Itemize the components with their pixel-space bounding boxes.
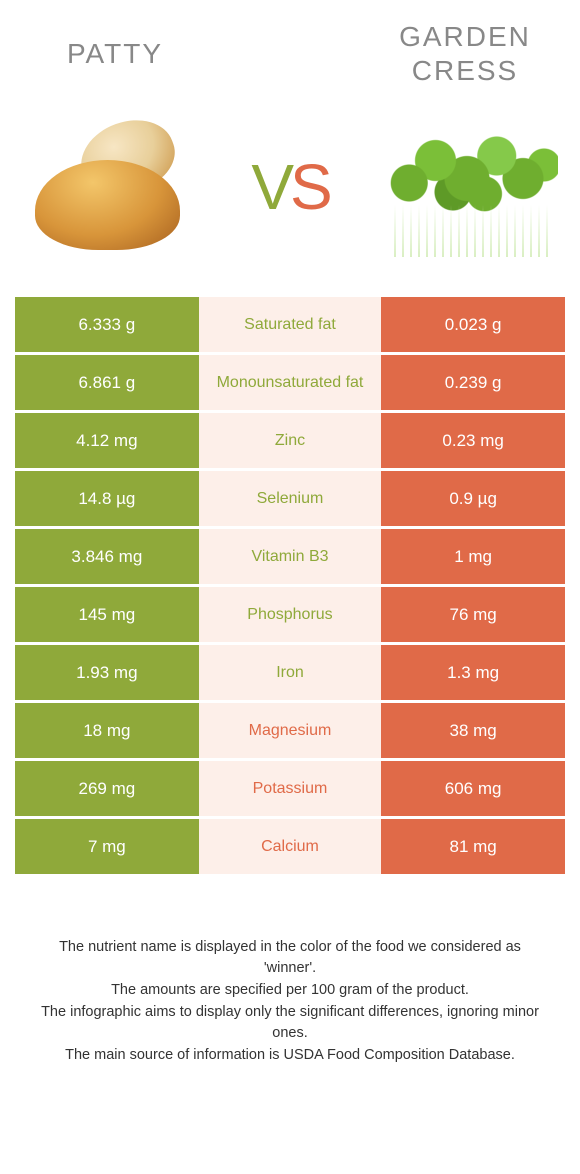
nutrient-label: Magnesium <box>199 703 382 758</box>
right-value: 606 mg <box>381 761 565 816</box>
left-value: 3.846 mg <box>15 529 199 584</box>
left-value: 4.12 mg <box>15 413 199 468</box>
nutrient-label: Monounsaturated fat <box>199 355 382 410</box>
footer-line: The infographic aims to display only the… <box>35 1002 545 1044</box>
nutrient-label: Vitamin B3 <box>199 529 382 584</box>
left-value: 18 mg <box>15 703 199 758</box>
footer-notes: The nutrient name is displayed in the co… <box>15 937 565 1066</box>
right-value: 0.023 g <box>381 297 565 352</box>
left-food-title: Patty <box>15 37 215 71</box>
right-value: 38 mg <box>381 703 565 758</box>
table-row: 14.8 µgSelenium0.9 µg <box>15 471 565 529</box>
right-food-image <box>380 107 560 267</box>
table-row: 1.93 mgIron1.3 mg <box>15 645 565 703</box>
left-value: 14.8 µg <box>15 471 199 526</box>
image-row: VS <box>15 97 565 277</box>
nutrient-label: Saturated fat <box>199 297 382 352</box>
left-value: 6.861 g <box>15 355 199 410</box>
table-row: 6.861 gMonounsaturated fat0.239 g <box>15 355 565 413</box>
nutrient-label: Selenium <box>199 471 382 526</box>
nutrient-table: 6.333 gSaturated fat0.023 g6.861 gMonoun… <box>15 297 565 877</box>
vs-label: VS <box>251 150 328 224</box>
table-row: 6.333 gSaturated fat0.023 g <box>15 297 565 355</box>
right-value: 81 mg <box>381 819 565 874</box>
left-value: 145 mg <box>15 587 199 642</box>
vs-s: S <box>290 151 329 223</box>
table-row: 7 mgCalcium81 mg <box>15 819 565 877</box>
infographic-container: Patty Garden cress VS 6.333 gSaturated f… <box>0 0 580 1066</box>
footer-line: The amounts are specified per 100 gram o… <box>35 980 545 1001</box>
right-value: 0.9 µg <box>381 471 565 526</box>
left-value: 7 mg <box>15 819 199 874</box>
right-value: 1 mg <box>381 529 565 584</box>
table-row: 3.846 mgVitamin B31 mg <box>15 529 565 587</box>
right-value: 1.3 mg <box>381 645 565 700</box>
right-value: 0.239 g <box>381 355 565 410</box>
table-row: 18 mgMagnesium38 mg <box>15 703 565 761</box>
left-value: 269 mg <box>15 761 199 816</box>
left-value: 1.93 mg <box>15 645 199 700</box>
table-row: 4.12 mgZinc0.23 mg <box>15 413 565 471</box>
nutrient-label: Phosphorus <box>199 587 382 642</box>
title-row: Patty Garden cress <box>15 20 565 87</box>
patty-icon <box>30 122 190 252</box>
right-value: 76 mg <box>381 587 565 642</box>
left-food-image <box>20 107 200 267</box>
nutrient-label: Iron <box>199 645 382 700</box>
nutrient-label: Calcium <box>199 819 382 874</box>
cress-icon <box>383 117 558 257</box>
footer-line: The nutrient name is displayed in the co… <box>35 937 545 979</box>
nutrient-label: Potassium <box>199 761 382 816</box>
left-value: 6.333 g <box>15 297 199 352</box>
vs-v: V <box>251 151 290 223</box>
footer-line: The main source of information is USDA F… <box>35 1045 545 1066</box>
nutrient-label: Zinc <box>199 413 382 468</box>
table-row: 269 mgPotassium606 mg <box>15 761 565 819</box>
right-value: 0.23 mg <box>381 413 565 468</box>
table-row: 145 mgPhosphorus76 mg <box>15 587 565 645</box>
right-food-title: Garden cress <box>365 20 565 87</box>
